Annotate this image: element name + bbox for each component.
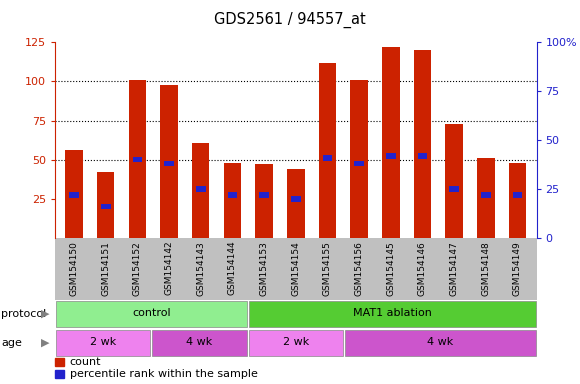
Bar bbox=[255, 164, 273, 238]
Bar bbox=[196, 186, 205, 192]
Bar bbox=[450, 186, 459, 192]
Bar bbox=[249, 301, 535, 327]
Text: control: control bbox=[132, 308, 171, 318]
Bar bbox=[345, 330, 535, 356]
Bar bbox=[55, 358, 64, 366]
Bar bbox=[322, 155, 332, 161]
Bar bbox=[66, 151, 83, 238]
Bar bbox=[418, 153, 427, 159]
Bar bbox=[56, 301, 246, 327]
Bar bbox=[481, 192, 491, 198]
Bar bbox=[129, 80, 146, 238]
Text: 2 wk: 2 wk bbox=[90, 337, 117, 347]
Bar bbox=[56, 330, 150, 356]
Bar bbox=[291, 196, 300, 202]
Bar bbox=[414, 50, 431, 238]
Bar bbox=[509, 163, 526, 238]
Text: 2 wk: 2 wk bbox=[282, 337, 309, 347]
Bar bbox=[153, 330, 246, 356]
Bar bbox=[382, 47, 400, 238]
Text: age: age bbox=[1, 338, 22, 348]
Text: percentile rank within the sample: percentile rank within the sample bbox=[70, 369, 258, 379]
Text: MAT1 ablation: MAT1 ablation bbox=[353, 308, 432, 318]
Bar bbox=[445, 124, 463, 238]
Text: protocol: protocol bbox=[1, 309, 46, 319]
Bar bbox=[164, 161, 174, 166]
Bar bbox=[350, 80, 368, 238]
Text: GDS2561 / 94557_at: GDS2561 / 94557_at bbox=[214, 12, 366, 28]
Bar bbox=[319, 63, 336, 238]
Text: count: count bbox=[70, 358, 101, 367]
Bar bbox=[224, 163, 241, 238]
Bar bbox=[354, 161, 364, 166]
Bar bbox=[55, 370, 64, 378]
Text: 4 wk: 4 wk bbox=[186, 337, 213, 347]
Bar bbox=[97, 172, 114, 238]
Bar bbox=[192, 142, 209, 238]
Text: ▶: ▶ bbox=[41, 309, 49, 319]
Bar bbox=[249, 330, 343, 356]
Bar bbox=[477, 158, 495, 238]
Bar bbox=[513, 192, 522, 198]
Text: ▶: ▶ bbox=[41, 338, 49, 348]
Bar bbox=[70, 192, 79, 198]
Bar bbox=[133, 157, 142, 162]
Text: 4 wk: 4 wk bbox=[427, 337, 454, 347]
Bar bbox=[386, 153, 396, 159]
Bar bbox=[161, 84, 178, 238]
Bar bbox=[228, 192, 237, 198]
Bar bbox=[287, 169, 305, 238]
Bar bbox=[101, 204, 111, 210]
Bar bbox=[259, 192, 269, 198]
